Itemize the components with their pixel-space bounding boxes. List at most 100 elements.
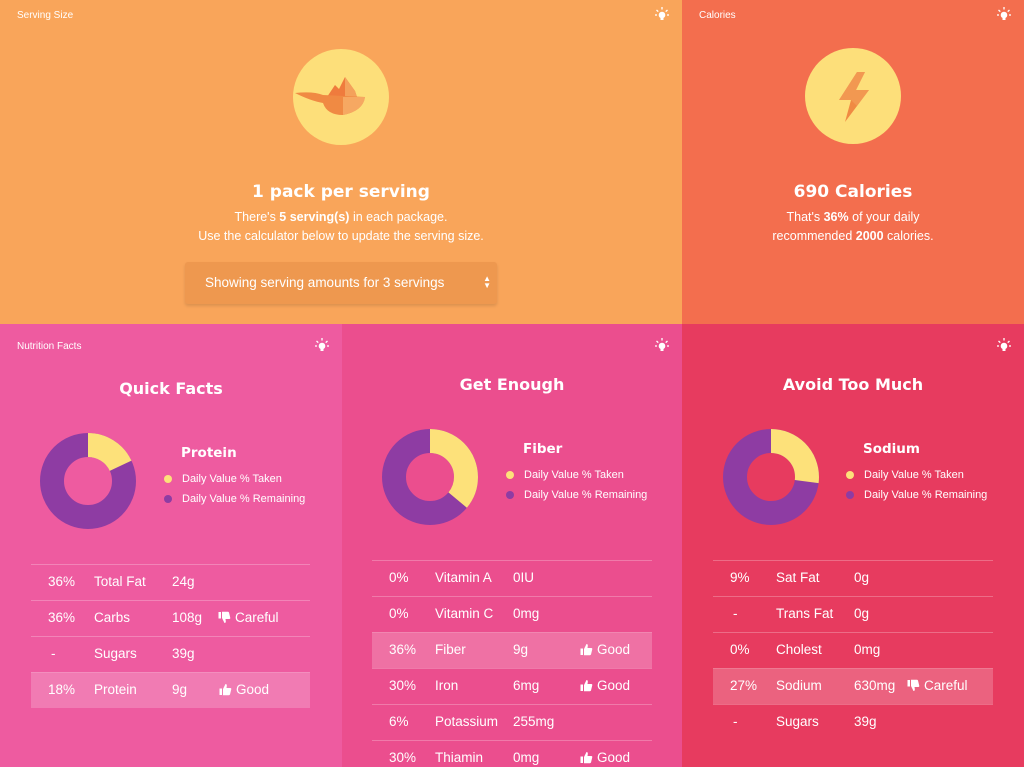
row-percent: 36% xyxy=(48,610,76,625)
table-row[interactable]: - Trans Fat 0g xyxy=(713,596,993,632)
table-row[interactable]: - Sugars 39g xyxy=(31,636,310,672)
thumbs-up-icon xyxy=(219,684,232,696)
row-nutrient: Sugars xyxy=(94,646,137,661)
row-nutrient: Potassium xyxy=(435,714,499,729)
panel-label: Serving Size xyxy=(17,10,74,21)
spoon-food-icon xyxy=(293,49,389,145)
legend-remaining: Daily Value % Remaining xyxy=(164,493,305,505)
row-nutrient: Carbs xyxy=(94,610,131,625)
row-percent: 0% xyxy=(389,606,409,621)
section-title: Quick Facts xyxy=(119,379,223,398)
table-row[interactable]: 30% Thiamin 0mg Good xyxy=(372,740,652,767)
serving-size-panel: Serving Size 1 pack per serving There's … xyxy=(0,0,682,324)
lightbulb-icon[interactable] xyxy=(996,6,1012,22)
serving-description: There's 5 serving(s) in each package. Us… xyxy=(198,210,484,243)
legend-label: Daily Value % Remaining xyxy=(524,489,648,501)
serving-title: 1 pack per serving xyxy=(252,182,430,202)
table-row[interactable]: 0% Vitamin A 0IU xyxy=(372,560,652,596)
row-amount: 0mg xyxy=(513,606,540,621)
remaining-dot xyxy=(846,491,854,499)
nutrient-table: 0% Vitamin A 0IU 0% Vitamin C 0mg 36% Fiber 9g Go… xyxy=(372,560,652,767)
get-enough-panel: Get Enough Fiber Daily Value % Taken Dai… xyxy=(342,324,682,767)
table-row[interactable]: 18% Protein 9g Good xyxy=(31,672,310,708)
row-amount: 39g xyxy=(172,646,195,661)
row-amount: 255mg xyxy=(513,714,555,729)
legend-remaining: Daily Value % Remaining xyxy=(846,489,987,501)
row-amount: 0mg xyxy=(854,642,881,657)
calories-description: That's 36% of your daily recommended 200… xyxy=(772,210,934,243)
row-percent: 6% xyxy=(389,714,409,729)
row-nutrient: Total Fat xyxy=(94,574,146,589)
row-amount: 9g xyxy=(172,682,188,697)
table-row[interactable]: 0% Cholest 0mg xyxy=(713,632,993,668)
row-nutrient: Fiber xyxy=(435,642,466,657)
row-amount: 6mg xyxy=(513,678,540,693)
legend-remaining: Daily Value % Remaining xyxy=(506,489,647,501)
sodium-donut-chart xyxy=(723,429,819,525)
section-title: Get Enough xyxy=(459,375,565,394)
remaining-dot xyxy=(164,495,172,503)
tag-label: Good xyxy=(597,642,631,657)
lightbulb-icon[interactable] xyxy=(654,337,670,353)
lightbulb-icon[interactable] xyxy=(314,337,330,353)
table-row[interactable]: 36% Carbs 108g Careful xyxy=(31,600,310,636)
calories-panel: Calories 690 Calories That's 36% of your… xyxy=(682,0,1024,324)
row-percent: 0% xyxy=(730,642,750,657)
table-row[interactable]: 36% Total Fat 24g xyxy=(31,564,310,600)
nutrient-table: 9% Sat Fat 0g - Trans Fat 0g 0% Cholest 0mg 27% So… xyxy=(713,560,993,740)
table-row[interactable]: 27% Sodium 630mg Careful xyxy=(713,668,993,704)
row-amount: 0g xyxy=(854,606,870,621)
row-nutrient: Thiamin xyxy=(435,750,484,765)
panel-label: Calories xyxy=(699,10,736,21)
lightbulb-icon[interactable] xyxy=(996,337,1012,353)
table-row[interactable]: 0% Vitamin C 0mg xyxy=(372,596,652,632)
table-row[interactable]: 9% Sat Fat 0g xyxy=(713,560,993,596)
row-percent: 0% xyxy=(389,570,409,585)
select-arrows-icon: ▲ ▼ xyxy=(483,274,491,290)
row-nutrient: Sat Fat xyxy=(776,570,820,585)
taken-dot xyxy=(846,471,854,479)
legend-label: Daily Value % Remaining xyxy=(182,493,306,505)
row-percent: 30% xyxy=(389,750,417,765)
table-row[interactable]: 30% Iron 6mg Good xyxy=(372,668,652,704)
row-nutrient: Sugars xyxy=(776,714,819,729)
legend-label: Daily Value % Taken xyxy=(182,473,282,485)
taken-dot xyxy=(506,471,514,479)
thumbs-up-icon xyxy=(580,680,593,692)
lightbulb-icon[interactable] xyxy=(654,6,670,22)
legend-label: Daily Value % Taken xyxy=(524,469,624,481)
row-percent: 9% xyxy=(730,570,750,585)
table-row[interactable]: 6% Potassium 255mg xyxy=(372,704,652,740)
taken-dot xyxy=(164,475,172,483)
careful-tag: Careful xyxy=(218,610,279,625)
legend-taken: Daily Value % Taken xyxy=(506,469,647,481)
serving-count-select[interactable]: Showing serving amounts for 3 servings ▲… xyxy=(185,262,497,304)
legend-nutrient: Fiber xyxy=(523,441,563,457)
donut-taken xyxy=(382,429,478,525)
row-nutrient: Sodium xyxy=(776,678,822,693)
row-percent: 27% xyxy=(730,678,758,693)
tag-label: Good xyxy=(236,682,270,697)
row-nutrient: Iron xyxy=(435,678,459,693)
careful-tag: Careful xyxy=(907,678,968,693)
donut-taken xyxy=(723,429,819,525)
row-nutrient: Vitamin A xyxy=(435,570,492,585)
row-percent: 18% xyxy=(48,682,76,697)
row-amount: 0g xyxy=(854,570,870,585)
good-tag: Good xyxy=(580,678,630,693)
row-percent: - xyxy=(733,606,738,621)
protein-donut-chart xyxy=(40,433,136,529)
legend-label: Daily Value % Remaining xyxy=(864,489,988,501)
row-amount: 9g xyxy=(513,642,529,657)
lightning-bolt-icon xyxy=(805,48,901,144)
row-amount: 630mg xyxy=(854,678,896,693)
table-row[interactable]: 36% Fiber 9g Good xyxy=(372,632,652,668)
chart-legend: Protein Daily Value % Taken Daily Value … xyxy=(164,445,305,513)
table-row[interactable]: - Sugars 39g xyxy=(713,704,993,740)
select-value: Showing serving amounts for 3 servings xyxy=(205,275,445,290)
nutrient-table: 36% Total Fat 24g 36% Carbs 108g Careful - Sugar… xyxy=(31,564,310,708)
good-tag: Good xyxy=(219,682,269,697)
row-nutrient: Cholest xyxy=(776,642,822,657)
row-nutrient: Vitamin C xyxy=(435,606,494,621)
thumbs-down-icon xyxy=(218,611,231,623)
